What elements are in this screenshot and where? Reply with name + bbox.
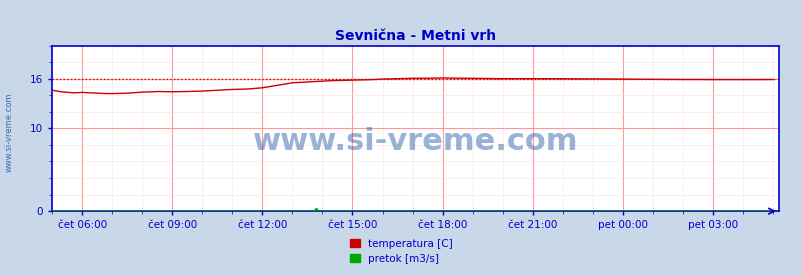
Title: Sevnična - Metni vrh: Sevnična - Metni vrh — [334, 29, 496, 43]
Text: www.si-vreme.com: www.si-vreme.com — [5, 93, 14, 172]
Text: www.si-vreme.com: www.si-vreme.com — [253, 127, 577, 156]
Legend: temperatura [C], pretok [m3/s]: temperatura [C], pretok [m3/s] — [345, 235, 457, 268]
